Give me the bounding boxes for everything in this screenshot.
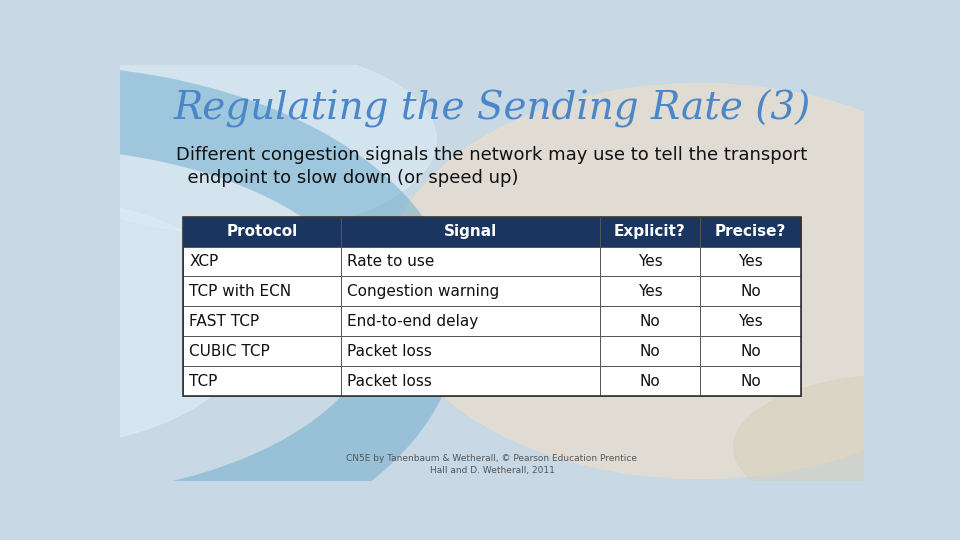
Bar [341,336,600,366]
Bar [700,217,801,246]
Text: TCP with ECN: TCP with ECN [189,284,291,299]
Bar [700,306,801,336]
Bar [600,217,700,246]
Text: Congestion warning: Congestion warning [348,284,499,299]
Text: Regulating the Sending Rate (3): Regulating the Sending Rate (3) [174,89,810,127]
Bar [700,366,801,396]
Circle shape [0,198,253,447]
Text: Packet loss: Packet loss [348,344,432,359]
Bar [341,306,600,336]
Bar [600,276,700,306]
Text: Rate to use: Rate to use [348,254,435,269]
Text: No: No [740,284,761,299]
Ellipse shape [27,46,436,233]
Text: TCP: TCP [189,374,218,389]
Text: No: No [740,374,761,389]
Bar [341,217,600,246]
Bar [183,336,341,366]
Bar [183,306,341,336]
Text: FAST TCP: FAST TCP [189,314,259,329]
Bar [341,366,600,396]
Text: No: No [740,344,761,359]
Bar [183,276,341,306]
Bar [183,366,341,396]
Text: XCP: XCP [189,254,219,269]
Bar [341,246,600,276]
Text: Precise?: Precise? [715,224,786,239]
Bar [700,246,801,276]
Text: End-to-end delay: End-to-end delay [348,314,478,329]
Text: Protocol: Protocol [227,224,298,239]
Text: Explicit?: Explicit? [614,224,685,239]
Text: Different congestion signals the network may use to tell the transport
  endpoin: Different congestion signals the network… [176,146,807,187]
Text: Yes: Yes [738,254,763,269]
Bar [700,336,801,366]
Ellipse shape [384,84,960,478]
Text: Packet loss: Packet loss [348,374,432,389]
Bar [700,276,801,306]
Text: No: No [639,374,660,389]
Bar [600,336,700,366]
Text: No: No [639,314,660,329]
Bar [183,217,341,246]
Bar [341,276,600,306]
Ellipse shape [733,375,960,520]
Bar [183,246,341,276]
Text: Yes: Yes [637,254,662,269]
Bar [183,217,801,396]
Text: Yes: Yes [637,284,662,299]
Bar [600,246,700,276]
Text: No: No [639,344,660,359]
Text: CUBIC TCP: CUBIC TCP [189,344,270,359]
Text: Yes: Yes [738,314,763,329]
Bar [600,366,700,396]
Text: CN5E by Tanenbaum & Wetherall, © Pearson Education Prentice
Hall and D. Wetheral: CN5E by Tanenbaum & Wetherall, © Pearson… [347,454,637,475]
Text: Signal: Signal [444,224,497,239]
Bar [600,306,700,336]
